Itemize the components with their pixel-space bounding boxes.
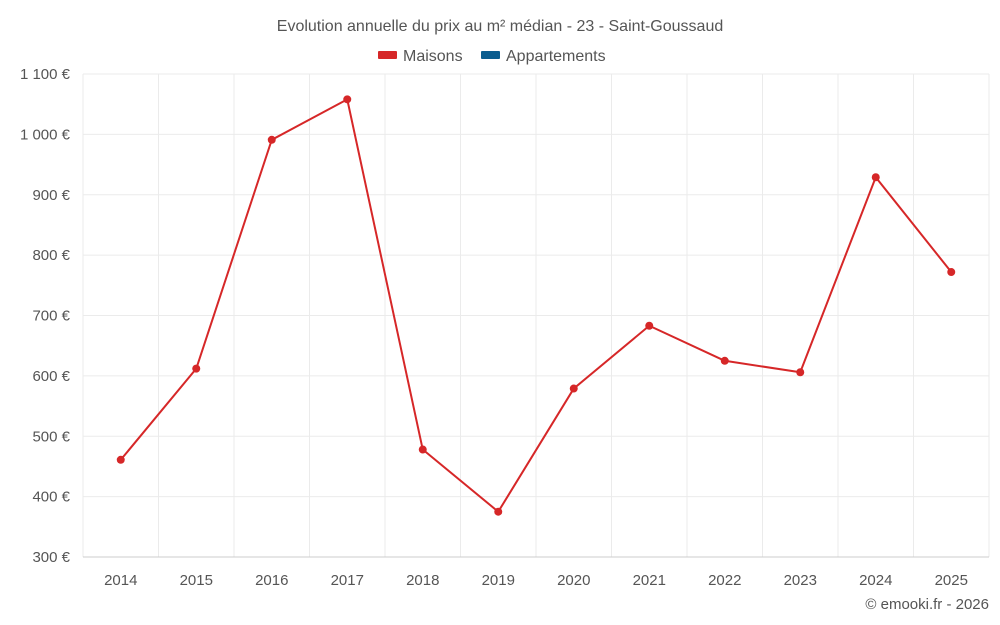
y-tick-label: 900 €: [32, 187, 70, 204]
x-tick-label: 2020: [557, 572, 590, 589]
grid: [82, 73, 990, 557]
data-point-maisons[interactable]: [116, 455, 125, 464]
x-axis: 2014 2015 2016 2017 2018 2019 2020 2021 2022 2023…: [83, 556, 989, 589]
y-tick-label: 1 000 €: [20, 126, 71, 143]
y-tick-label: 600 €: [32, 368, 70, 385]
legend-swatch-maisons: [378, 51, 397, 59]
y-tick-label: 1 100 €: [20, 66, 71, 83]
y-axis: 300 € 400 € 500 € 600 € 700 € 800 € 900 € 1 000…: [20, 66, 71, 566]
x-tick-label: 2024: [859, 572, 892, 589]
data-point-maisons[interactable]: [871, 173, 880, 182]
x-tick-label: 2014: [104, 572, 137, 589]
legend-swatch-appartements: [481, 51, 500, 59]
series-maisons: [116, 95, 956, 516]
y-tick-label: 500 €: [32, 428, 70, 445]
x-tick-label: 2021: [633, 572, 666, 589]
data-point-maisons[interactable]: [947, 268, 956, 277]
legend: Maisons Appartements: [378, 48, 606, 65]
legend-label-maisons: Maisons: [403, 48, 463, 65]
x-tick-label: 2025: [935, 572, 968, 589]
x-tick-label: 2018: [406, 572, 439, 589]
series-line-maisons: [119, 98, 953, 513]
x-tick-label: 2016: [255, 572, 288, 589]
data-point-maisons[interactable]: [494, 507, 503, 516]
chart-title: Evolution annuelle du prix au m² médian …: [277, 18, 723, 35]
y-tick-label: 300 €: [32, 549, 70, 566]
x-tick-label: 2022: [708, 572, 741, 589]
y-tick-label: 800 €: [32, 247, 70, 264]
legend-item-appartements[interactable]: Appartements: [481, 48, 606, 65]
x-tick-label: 2023: [784, 572, 817, 589]
data-point-maisons[interactable]: [569, 384, 578, 393]
x-tick-label: 2015: [180, 572, 213, 589]
x-tick-label: 2017: [331, 572, 364, 589]
y-tick-label: 700 €: [32, 308, 70, 325]
data-point-maisons[interactable]: [796, 368, 805, 377]
y-tick-label: 400 €: [32, 489, 70, 506]
x-tick-label: 2019: [482, 572, 515, 589]
data-point-maisons[interactable]: [343, 95, 352, 104]
data-point-maisons[interactable]: [418, 445, 427, 454]
legend-item-maisons[interactable]: Maisons: [378, 48, 463, 65]
credit: © emooki.fr - 2026: [865, 596, 989, 613]
legend-label-appartements: Appartements: [506, 48, 606, 65]
data-point-maisons[interactable]: [267, 135, 276, 144]
data-point-maisons[interactable]: [192, 364, 201, 373]
data-point-maisons[interactable]: [720, 356, 729, 365]
data-point-maisons[interactable]: [645, 321, 654, 330]
